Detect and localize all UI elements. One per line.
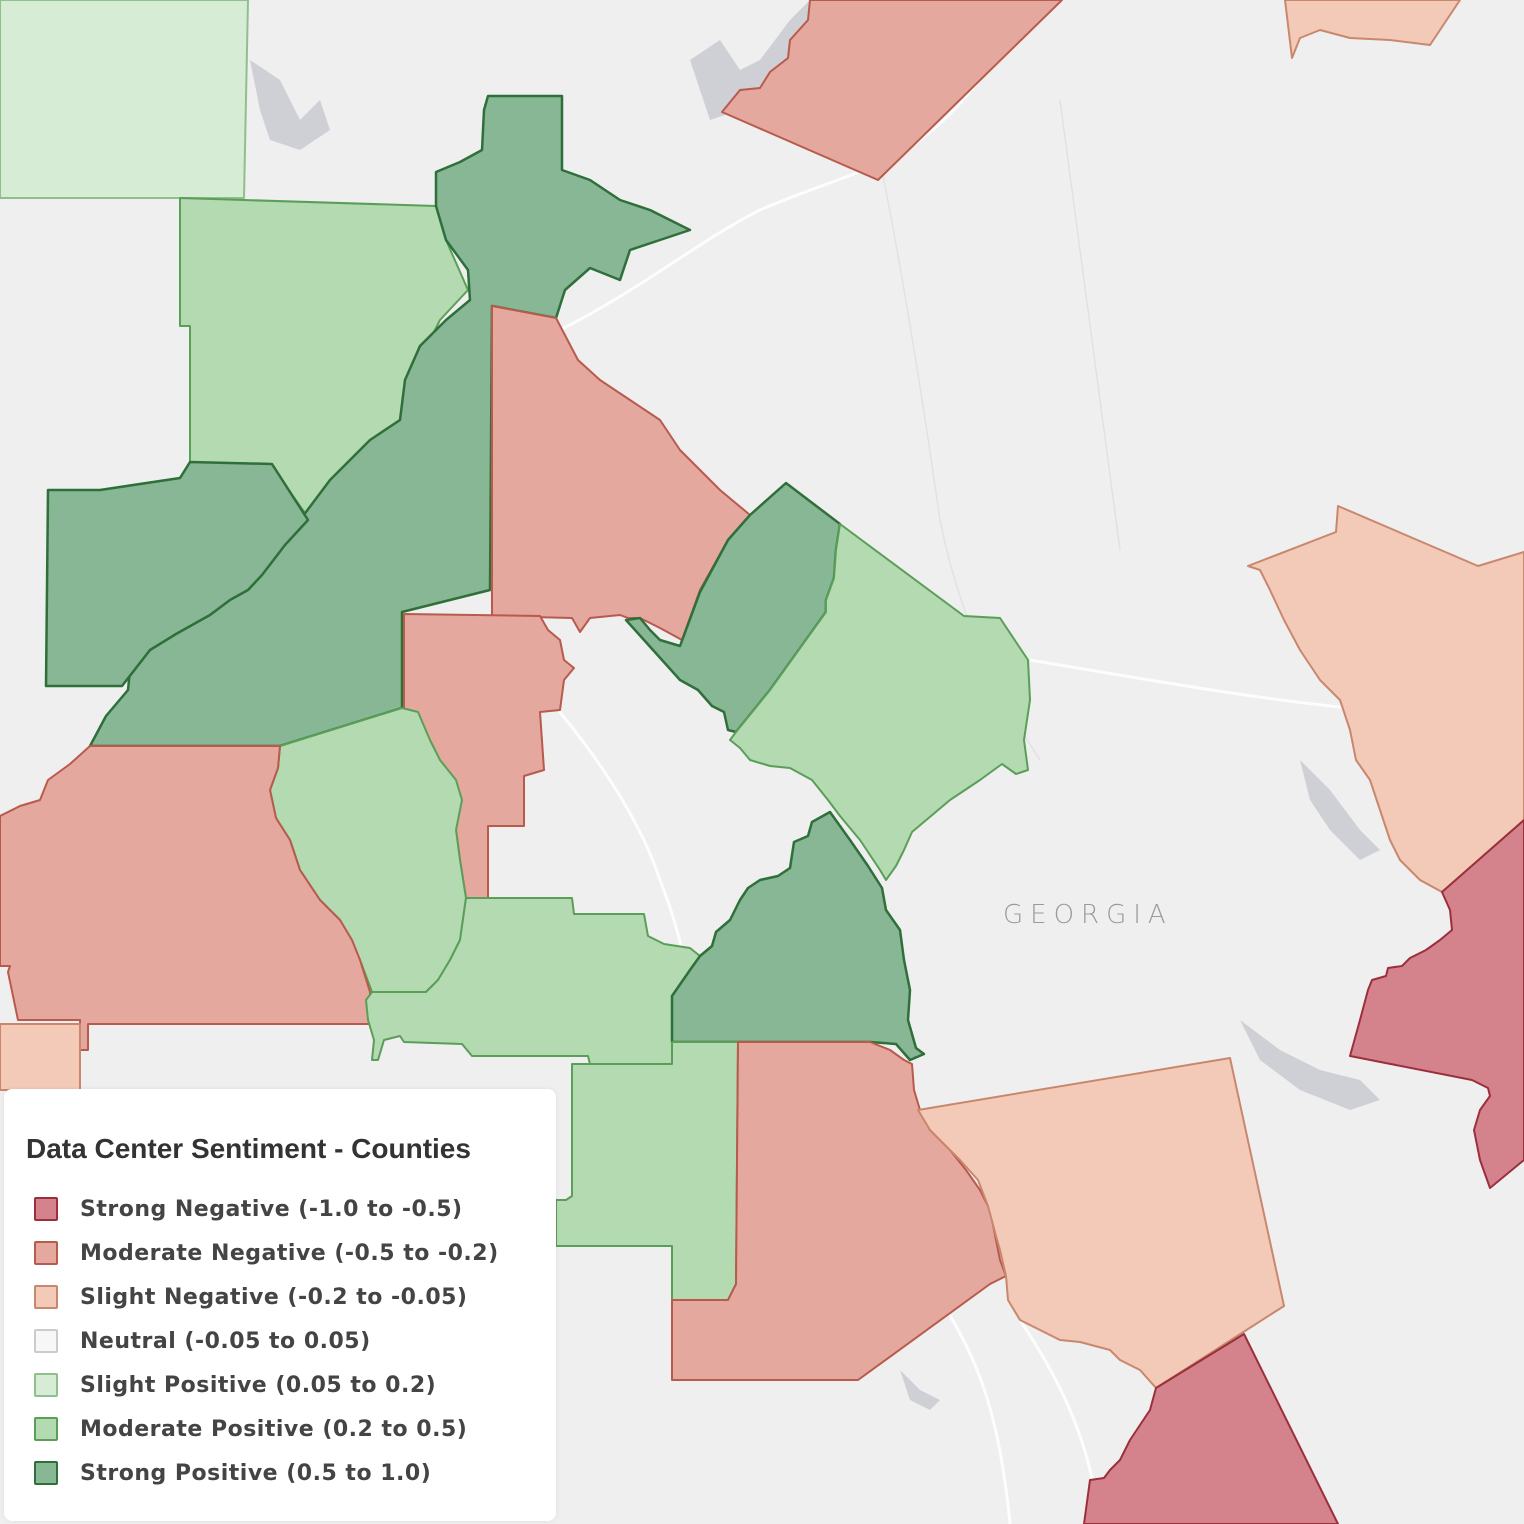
legend: Data Center Sentiment - Counties Strong … bbox=[4, 1089, 556, 1521]
legend-swatch-moderate-positive bbox=[34, 1417, 58, 1441]
legend-swatch-moderate-negative bbox=[34, 1241, 58, 1265]
county-east-oglethorpe[interactable] bbox=[1247, 505, 1524, 893]
legend-title: Data Center Sentiment - Counties bbox=[26, 1133, 471, 1164]
legend-item-moderate-positive: Moderate Positive (0.2 to 0.5) bbox=[26, 1407, 556, 1451]
legend-item-slight-positive: Slight Positive (0.05 to 0.2) bbox=[26, 1363, 556, 1407]
legend-swatch-strong-positive bbox=[34, 1461, 58, 1485]
legend-item-strong-positive: Strong Positive (0.5 to 1.0) bbox=[26, 1451, 556, 1495]
county-west-2[interactable] bbox=[44, 460, 310, 688]
legend-label: Slight Negative (-0.2 to -0.05) bbox=[80, 1284, 468, 1310]
county-southeast-greene[interactable] bbox=[917, 1057, 1285, 1389]
county-southeast-central[interactable] bbox=[670, 810, 926, 1062]
county-west-coweta[interactable] bbox=[0, 745, 371, 1051]
basemap bbox=[250, 0, 1380, 1524]
county-south-butts[interactable] bbox=[555, 1041, 739, 1301]
legend-swatch-slight-positive bbox=[34, 1373, 58, 1397]
county-northeast[interactable] bbox=[1284, 0, 1461, 59]
county-east-wilkes[interactable] bbox=[1349, 819, 1524, 1189]
legend-label: Slight Positive (0.05 to 0.2) bbox=[80, 1372, 437, 1398]
legend-swatch-neutral bbox=[34, 1329, 58, 1353]
legend-label: Strong Negative (-1.0 to -0.5) bbox=[80, 1196, 463, 1222]
legend-label: Neutral (-0.05 to 0.05) bbox=[80, 1328, 371, 1354]
county-north-lake[interactable] bbox=[721, 0, 1063, 181]
county-southwest-edge[interactable] bbox=[0, 1023, 81, 1091]
legend-label: Moderate Positive (0.2 to 0.5) bbox=[80, 1416, 468, 1442]
legend-label: Strong Positive (0.5 to 1.0) bbox=[80, 1460, 432, 1486]
legend-swatch-slight-negative bbox=[34, 1285, 58, 1309]
state-label: GEORGIA bbox=[1003, 900, 1173, 930]
county-south-putnam[interactable] bbox=[1083, 1333, 1339, 1524]
legend-item-slight-negative: Slight Negative (-0.2 to -0.05) bbox=[26, 1275, 556, 1319]
legend-item-strong-negative: Strong Negative (-1.0 to -0.5) bbox=[26, 1187, 556, 1231]
county-east-walton[interactable] bbox=[729, 523, 1031, 881]
legend-item-neutral: Neutral (-0.05 to 0.05) bbox=[26, 1319, 556, 1363]
legend-label: Moderate Negative (-0.5 to -0.2) bbox=[80, 1240, 499, 1266]
legend-swatch-strong-negative bbox=[34, 1197, 58, 1221]
legend-item-moderate-negative: Moderate Negative (-0.5 to -0.2) bbox=[26, 1231, 556, 1275]
county-northwest[interactable] bbox=[0, 0, 249, 199]
